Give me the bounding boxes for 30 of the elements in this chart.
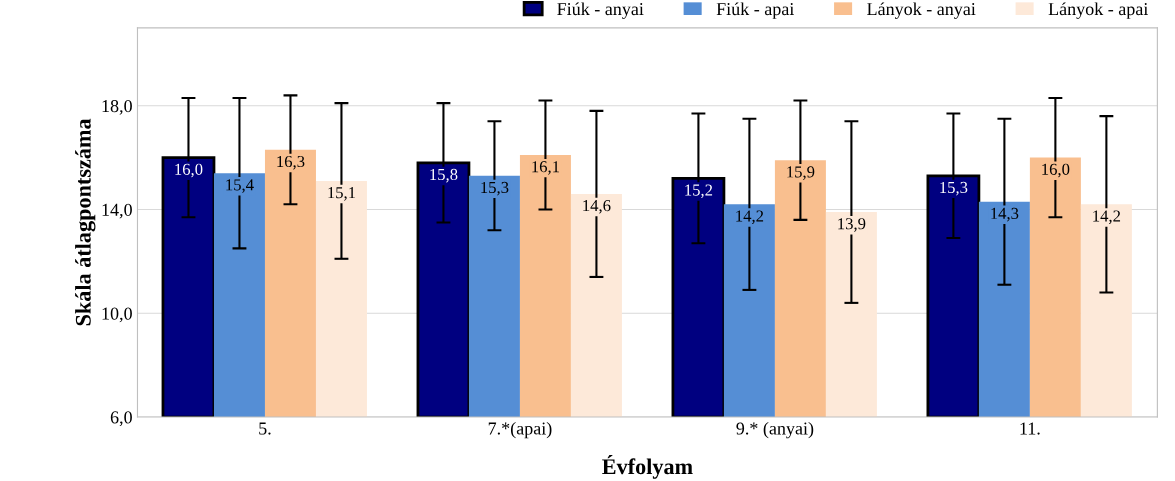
x-tick-label: 11. xyxy=(1020,422,1040,435)
y-tick-label: 10,0 xyxy=(102,307,132,323)
data-label: 14,6 xyxy=(583,200,611,214)
x-tick-label: 5. xyxy=(259,422,271,435)
data-label: 14,2 xyxy=(1093,210,1121,224)
data-label: 16,0 xyxy=(175,163,203,178)
y-axis-title: Skála átlagpontszáma xyxy=(75,118,96,326)
legend-label: Lányok - apai xyxy=(1048,2,1148,19)
data-label: 13,9 xyxy=(838,218,866,232)
data-label: 16,1 xyxy=(532,161,560,175)
data-label: 16,0 xyxy=(1042,163,1070,178)
data-label: 14,3 xyxy=(991,207,1019,222)
data-label: 15,3 xyxy=(481,181,509,196)
x-axis-title: Évfolyam xyxy=(602,454,693,479)
data-label: 15,3 xyxy=(940,181,968,196)
legend-label: Lányok - anyai xyxy=(867,2,976,19)
legend-label: Fiúk - apai xyxy=(716,2,794,19)
data-label: 14,2 xyxy=(736,210,764,224)
data-label: 15,1 xyxy=(328,187,356,201)
data-label: 16,3 xyxy=(277,155,305,170)
y-tick-label: 18,0 xyxy=(102,99,132,115)
data-label: 15,8 xyxy=(430,168,458,183)
y-tick-label: 14,0 xyxy=(102,203,132,219)
y-tick-label: 6,0 xyxy=(110,411,132,427)
data-label: 15,9 xyxy=(787,166,815,180)
data-label: 15,2 xyxy=(685,184,713,199)
legend-label: Fiúk - anyai xyxy=(557,2,644,19)
data-label: 15,4 xyxy=(226,179,254,193)
x-tick-label: 7.*(apai) xyxy=(488,421,552,439)
x-tick-label: 9.* (anyai) xyxy=(736,421,814,439)
